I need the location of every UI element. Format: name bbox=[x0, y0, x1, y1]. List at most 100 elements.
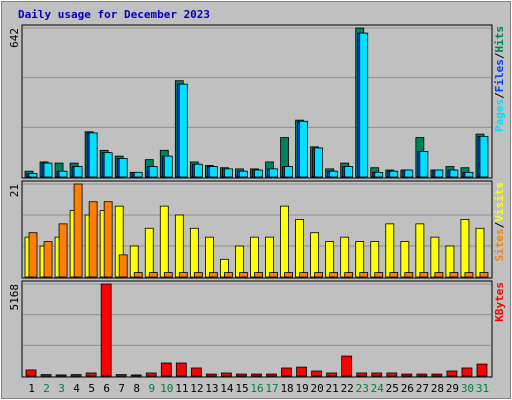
bar bbox=[224, 168, 233, 178]
bar bbox=[160, 362, 172, 377]
bar bbox=[314, 147, 324, 178]
bar bbox=[461, 367, 473, 377]
bar bbox=[178, 83, 188, 178]
x-tick-label: 13 bbox=[205, 382, 218, 395]
bar bbox=[359, 272, 369, 278]
x-tick-label: 11 bbox=[175, 382, 188, 395]
legend-separator: / bbox=[493, 221, 506, 228]
legend-separator: / bbox=[493, 92, 506, 99]
bar bbox=[449, 169, 459, 178]
bar bbox=[118, 158, 128, 178]
legend: Sites/Visits bbox=[493, 182, 506, 262]
x-tick-label: 27 bbox=[416, 382, 429, 395]
bar bbox=[460, 219, 470, 278]
bar bbox=[130, 374, 142, 377]
bar bbox=[236, 373, 247, 377]
bar bbox=[254, 272, 263, 278]
bar bbox=[70, 374, 82, 377]
bar bbox=[239, 170, 248, 178]
bar bbox=[419, 272, 429, 278]
bar bbox=[144, 227, 154, 278]
legend-entry: Files bbox=[493, 59, 506, 92]
bar bbox=[281, 367, 292, 377]
bar bbox=[415, 223, 425, 278]
bar bbox=[269, 272, 278, 278]
legend: Pages/Files/Hits bbox=[493, 26, 506, 132]
bar bbox=[479, 135, 489, 178]
x-tick-label: 7 bbox=[118, 382, 125, 395]
bar bbox=[224, 272, 233, 278]
bar bbox=[416, 373, 428, 377]
x-tick-label: 14 bbox=[220, 382, 234, 395]
bar bbox=[359, 32, 369, 178]
bar bbox=[25, 369, 37, 377]
bar bbox=[386, 372, 398, 377]
x-tick-label: 18 bbox=[280, 382, 293, 395]
legend: KBytes bbox=[493, 282, 506, 322]
bar bbox=[239, 272, 248, 278]
x-tick-label: 24 bbox=[371, 382, 385, 395]
y-tick-label: 642 bbox=[8, 28, 21, 48]
bar bbox=[58, 223, 68, 278]
bar bbox=[133, 171, 143, 178]
bar bbox=[464, 272, 474, 278]
y-tick-label: 5168 bbox=[8, 284, 21, 311]
bar bbox=[401, 373, 413, 377]
bar bbox=[103, 201, 113, 278]
bar bbox=[299, 120, 308, 178]
y-tick-label: 21 bbox=[8, 184, 21, 197]
bar bbox=[208, 166, 218, 178]
x-tick-label: 15 bbox=[235, 382, 248, 395]
bar bbox=[434, 169, 444, 178]
x-tick-label: 30 bbox=[461, 382, 474, 395]
x-tick-label: 29 bbox=[446, 382, 459, 395]
chart-title: Daily usage for December 2023 bbox=[18, 8, 210, 21]
x-tick-label: 21 bbox=[326, 382, 339, 395]
bar bbox=[43, 241, 53, 278]
x-tick-label: 8 bbox=[133, 382, 140, 395]
bar bbox=[251, 373, 262, 377]
bar bbox=[269, 168, 278, 178]
bar bbox=[221, 372, 232, 377]
x-tick-label: 19 bbox=[295, 382, 308, 395]
x-tick-label: 12 bbox=[190, 382, 203, 395]
bar bbox=[204, 236, 214, 278]
bar bbox=[118, 254, 128, 278]
bar bbox=[190, 367, 202, 377]
bar bbox=[115, 374, 127, 377]
bar bbox=[344, 272, 354, 278]
x-tick-label: 23 bbox=[356, 382, 369, 395]
legend-entry: Hits bbox=[493, 26, 506, 53]
bar bbox=[73, 183, 83, 278]
bar bbox=[55, 374, 67, 377]
bar bbox=[189, 227, 199, 278]
bar bbox=[178, 272, 188, 278]
bar bbox=[374, 272, 384, 278]
bar bbox=[340, 236, 350, 278]
bar bbox=[148, 272, 158, 278]
bar bbox=[100, 283, 112, 377]
bar bbox=[88, 201, 98, 278]
bar bbox=[145, 372, 157, 377]
bar bbox=[446, 370, 458, 377]
bar bbox=[419, 151, 429, 178]
x-tick-label: 31 bbox=[476, 382, 489, 395]
bar bbox=[404, 169, 414, 178]
bar bbox=[329, 272, 339, 278]
bar bbox=[389, 272, 399, 278]
bar bbox=[296, 366, 307, 377]
bar bbox=[266, 373, 277, 377]
bar bbox=[103, 152, 113, 178]
bar bbox=[404, 272, 414, 278]
x-tick-label: 1 bbox=[28, 382, 35, 395]
bar bbox=[299, 272, 308, 278]
bar bbox=[280, 205, 289, 278]
bar bbox=[449, 272, 459, 278]
x-tick-label: 25 bbox=[386, 382, 399, 395]
bar bbox=[356, 372, 368, 377]
bar bbox=[329, 170, 339, 178]
x-tick-label: 22 bbox=[341, 382, 354, 395]
bar bbox=[475, 227, 485, 278]
bar bbox=[88, 132, 98, 178]
